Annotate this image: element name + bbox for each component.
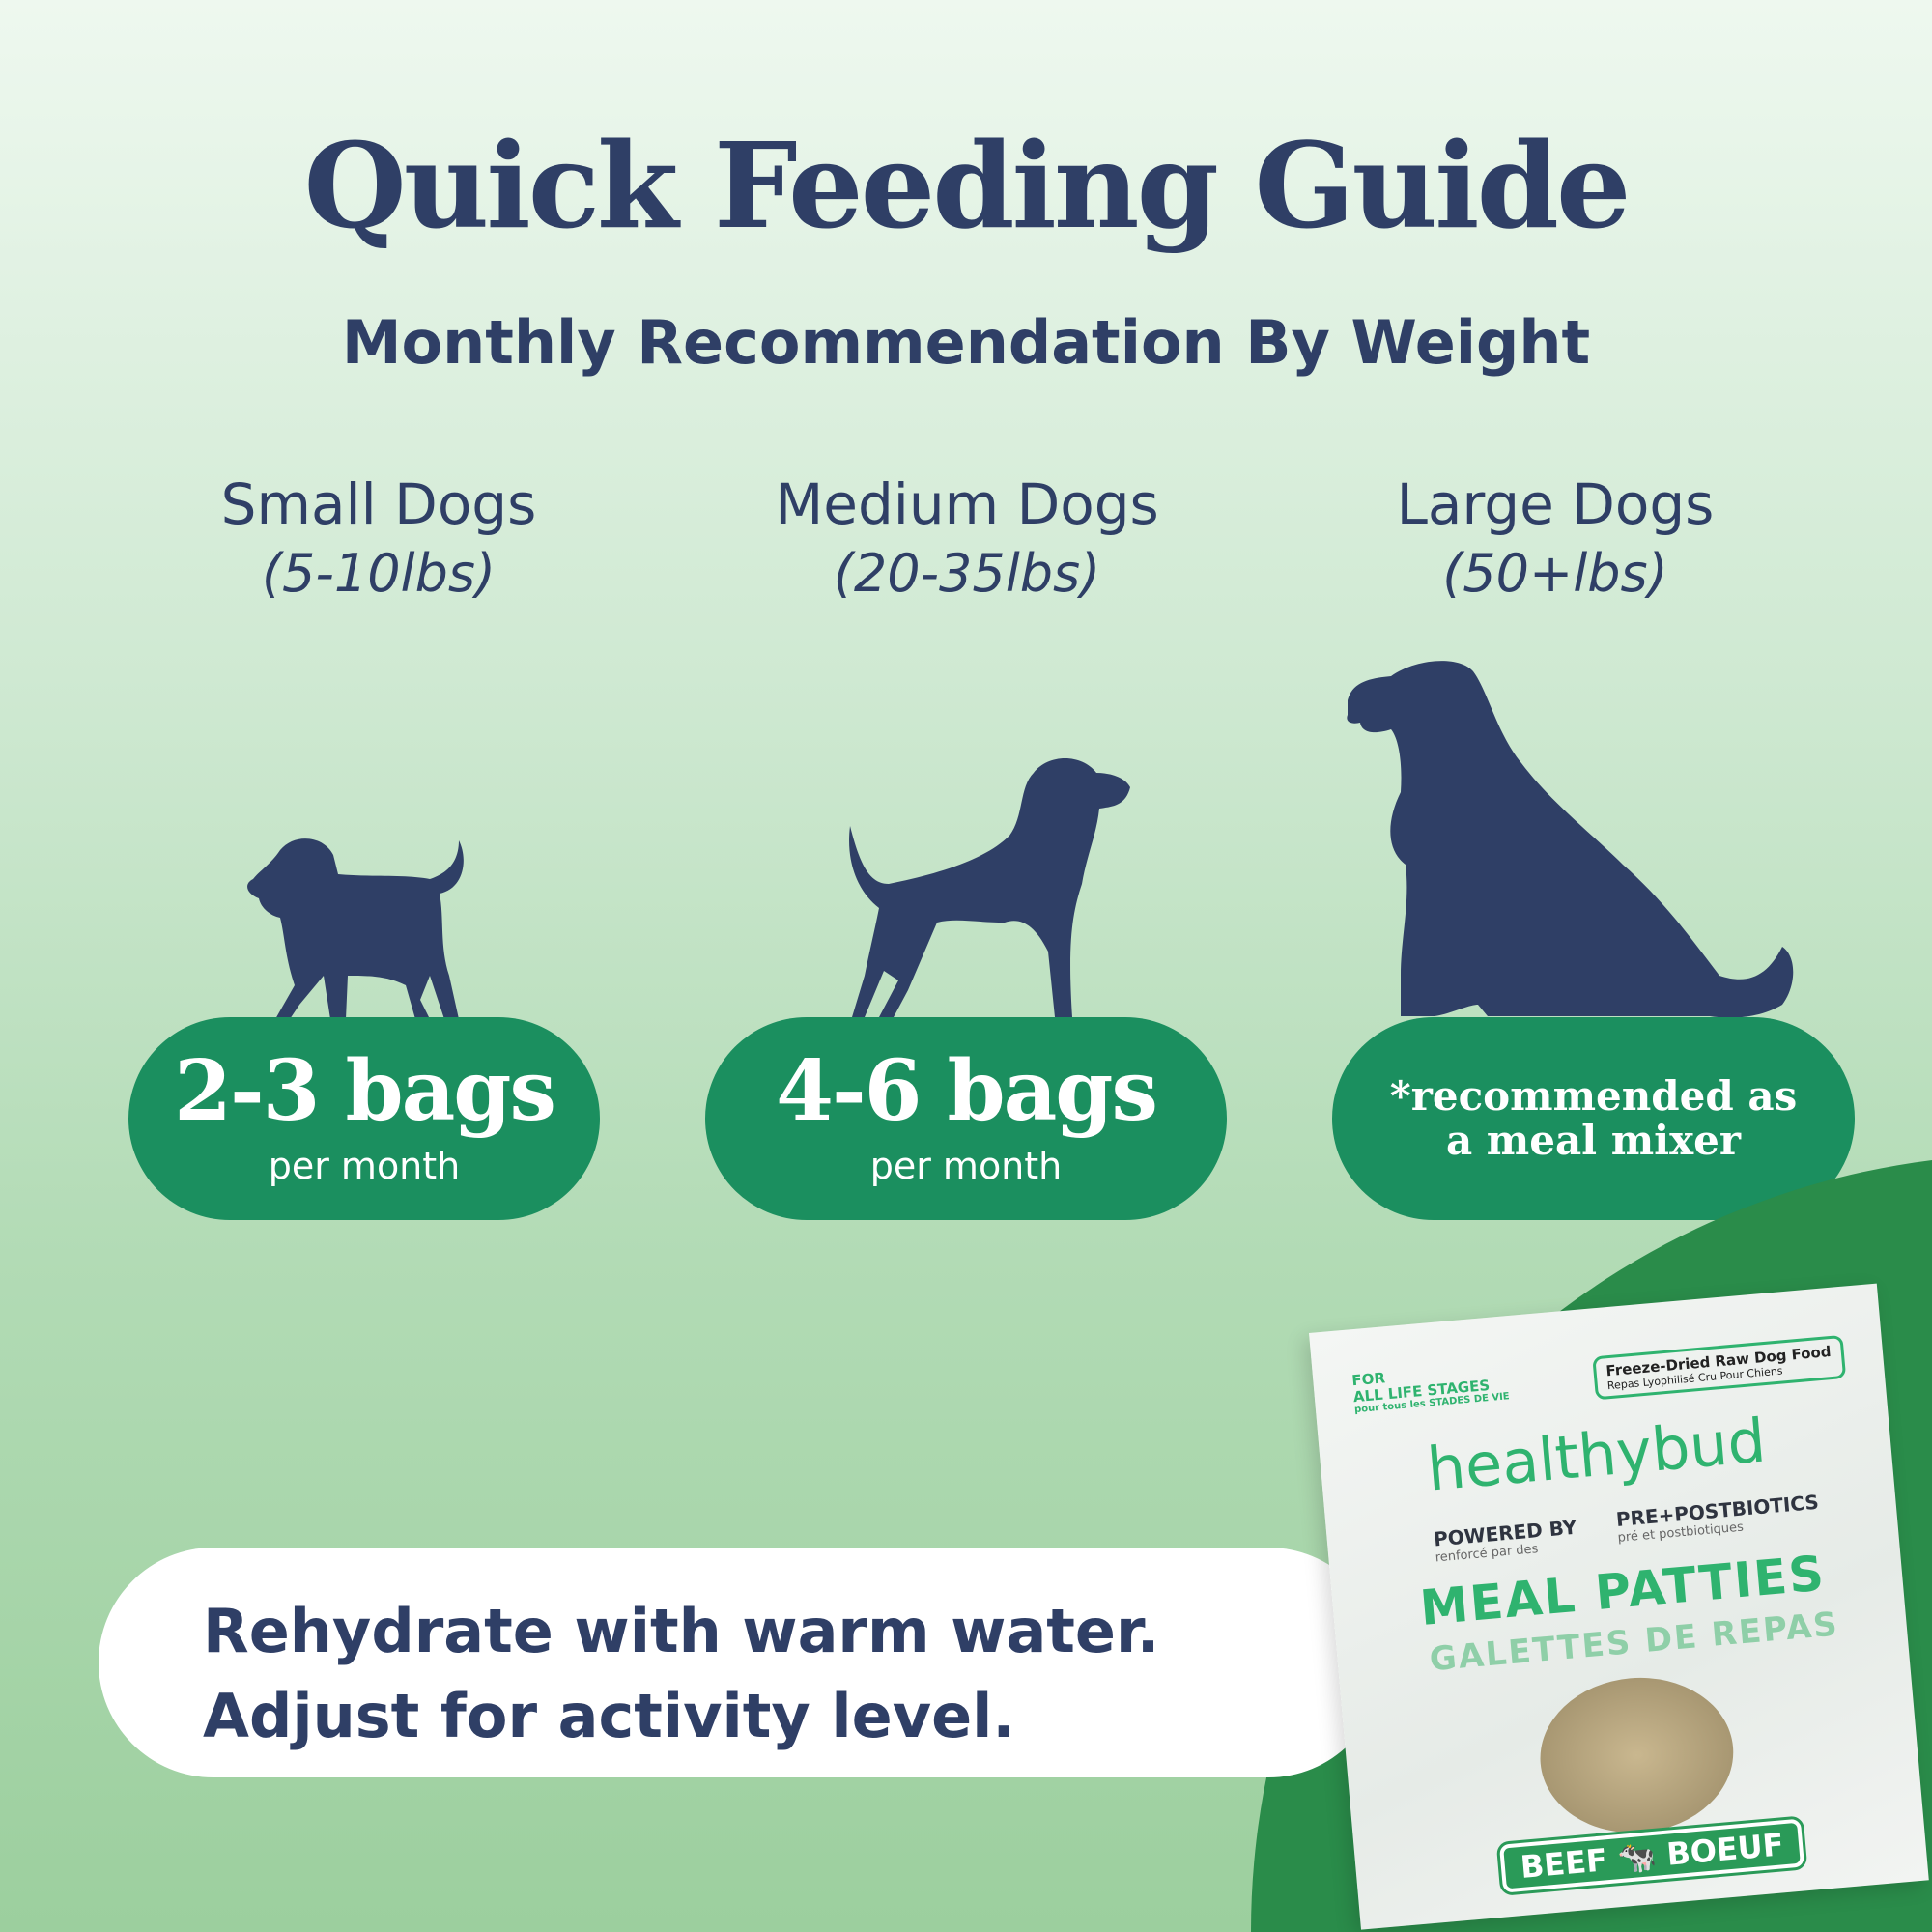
flavor-fr: BOEUF — [1664, 1826, 1786, 1873]
large-dogs-note-line2: a meal mixer — [1445, 1117, 1742, 1164]
small-dogs-amount-pill: 2-3 bags per month — [128, 1017, 600, 1220]
medium-dogs-amount: 4-6 bags — [776, 1042, 1158, 1140]
medium-dogs-unit: per month — [869, 1145, 1063, 1187]
medium-dog-silhouette-icon — [849, 758, 1130, 1017]
life-stage-label: FOR ALL LIFE STAGES pour tous les STADES… — [1351, 1359, 1510, 1415]
instruction-line-2: Adjust for activity level. — [203, 1681, 1015, 1751]
product-bag-image: Freeze-Dried Raw Dog Food Repas Lyophili… — [1309, 1283, 1929, 1930]
page-title: Quick Feeding Guide — [303, 116, 1631, 255]
large-dogs-range: (50+lbs) — [1442, 543, 1668, 604]
flavor: BEEF — [1519, 1841, 1609, 1886]
small-dogs-range: (5-10lbs) — [261, 543, 497, 604]
small-dogs-unit: per month — [268, 1145, 461, 1187]
cow-icon: 🐄 — [1616, 1836, 1659, 1878]
powered-by: POWERED BY renforcé par des — [1433, 1516, 1578, 1566]
small-dog-silhouette-icon — [247, 838, 464, 1019]
patty-image — [1533, 1669, 1740, 1841]
brand-logo: healthybud — [1424, 1405, 1769, 1505]
small-dogs-label: Small Dogs — [220, 471, 537, 537]
medium-dogs-range: (20-35lbs) — [833, 543, 1101, 604]
page-subtitle: Monthly Recommendation By Weight — [341, 307, 1591, 378]
large-dogs-note-line1: *recommended as — [1389, 1071, 1798, 1120]
biotics: PRE+POSTBIOTICS pré et postbiotiques — [1615, 1491, 1821, 1546]
large-dogs-label: Large Dogs — [1396, 471, 1715, 537]
instruction-text: Rehydrate with warm water. Adjust for ac… — [203, 1589, 1159, 1759]
medium-dogs-amount-pill: 4-6 bags per month — [705, 1017, 1227, 1220]
instruction-line-1: Rehydrate with warm water. — [203, 1596, 1160, 1666]
large-dog-silhouette-icon — [1347, 661, 1794, 1018]
product-badge: Freeze-Dried Raw Dog Food Repas Lyophili… — [1592, 1334, 1846, 1401]
instruction-banner — [99, 1548, 1383, 1777]
large-dogs-note-pill: *recommended as a meal mixer — [1332, 1017, 1855, 1220]
medium-dogs-label: Medium Dogs — [775, 471, 1159, 537]
small-dogs-amount: 2-3 bags — [174, 1042, 556, 1140]
